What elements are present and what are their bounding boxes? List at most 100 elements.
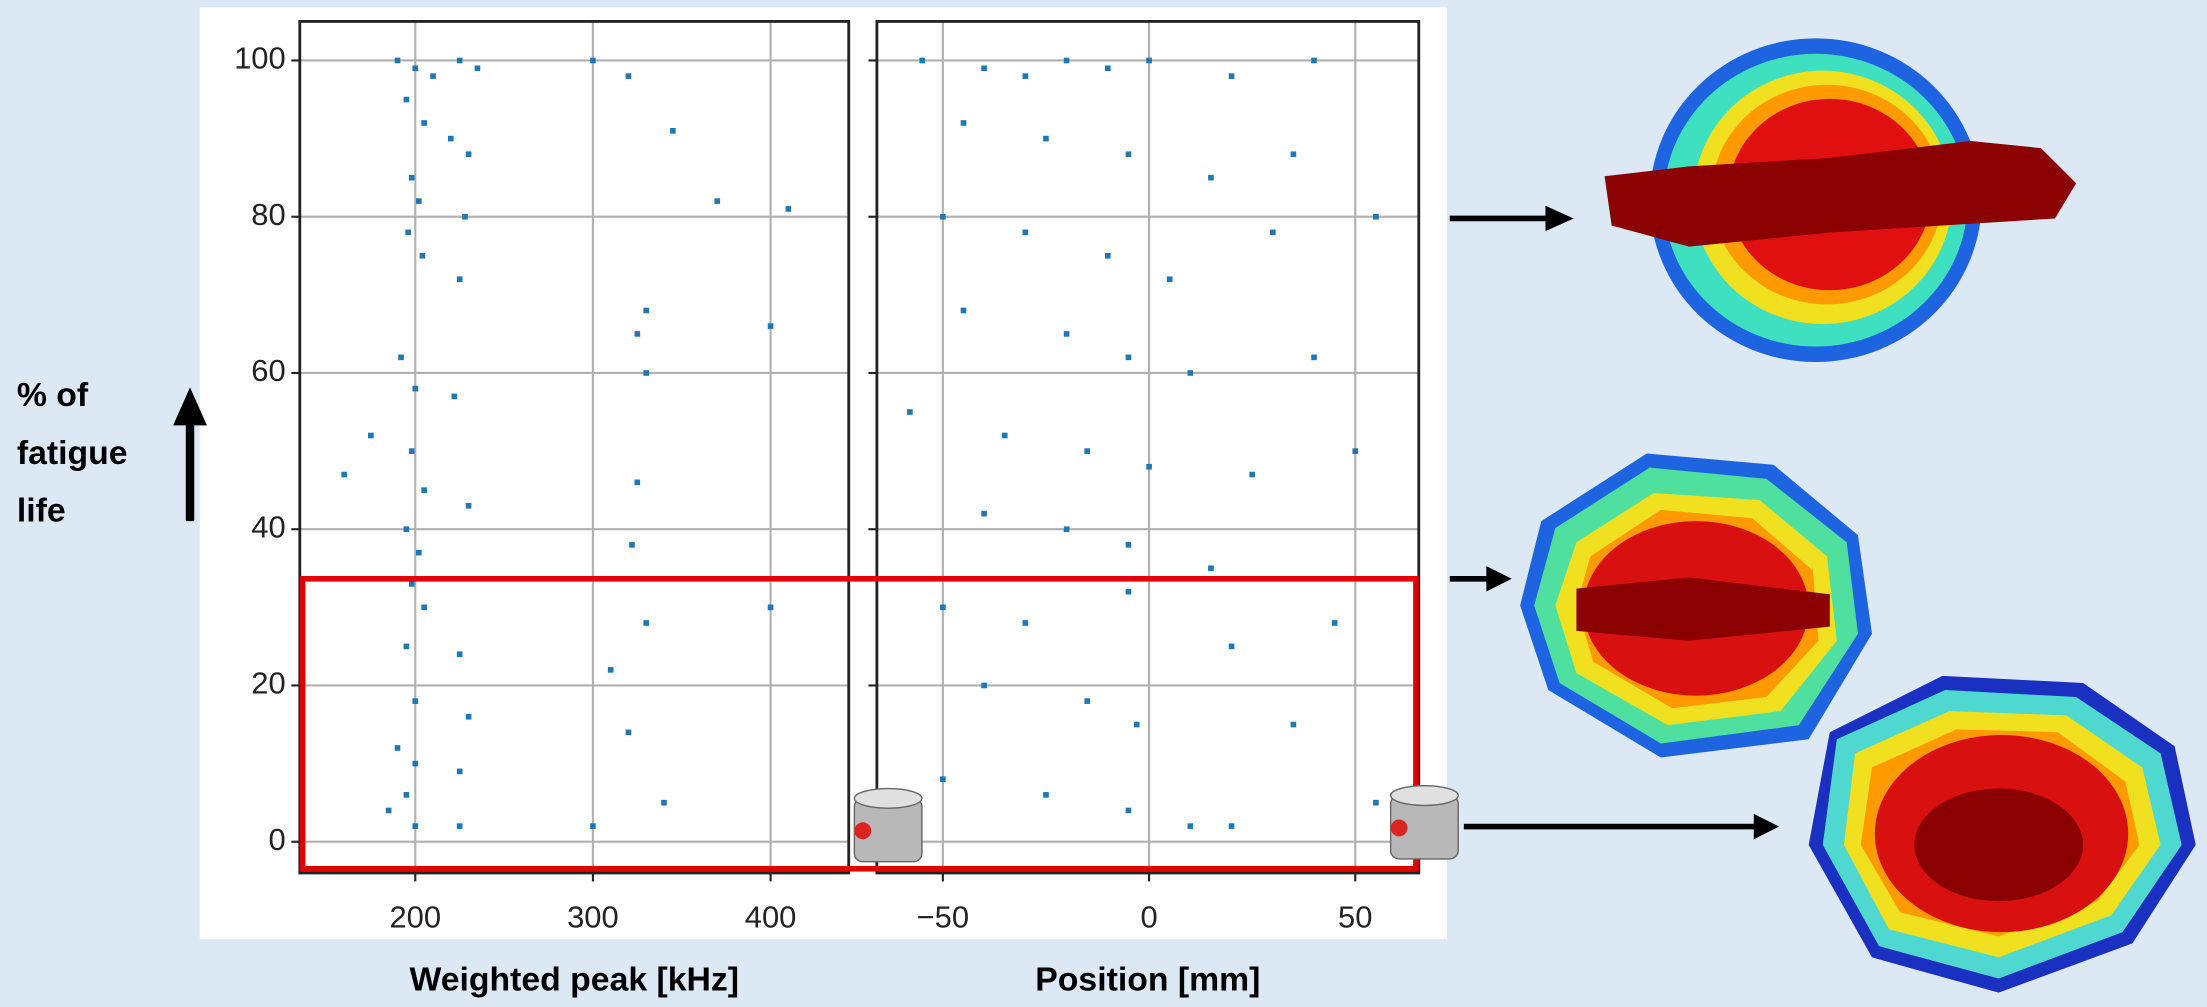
y-tick-label: 0: [269, 822, 286, 857]
point: [940, 213, 946, 220]
point: [368, 432, 374, 439]
point: [421, 604, 427, 611]
point: [1228, 823, 1235, 829]
point: [398, 354, 404, 361]
point: [607, 667, 614, 673]
point: [1022, 229, 1029, 236]
point: [634, 479, 641, 486]
x-tick-label: 300: [567, 900, 619, 935]
x-axis-label: Weighted peak [kHz]: [409, 960, 739, 998]
x-tick-label: 400: [745, 900, 797, 935]
point: [590, 57, 596, 64]
point: [403, 526, 410, 533]
point: [1187, 370, 1194, 376]
point: [940, 604, 946, 611]
damage-map: [1520, 453, 1873, 758]
point: [1022, 620, 1029, 626]
x-axis-label: Position [mm]: [1035, 960, 1260, 998]
point: [341, 471, 348, 478]
point: [412, 65, 419, 72]
point: [408, 174, 415, 181]
point: [1331, 620, 1338, 626]
point: [1373, 799, 1379, 806]
point: [1125, 588, 1132, 595]
point: [767, 604, 774, 611]
point: [625, 729, 632, 736]
point: [419, 252, 426, 259]
y-tick-label: 60: [251, 353, 285, 388]
arrow: [1449, 566, 1512, 592]
point: [1166, 276, 1173, 283]
point: [907, 409, 913, 415]
point: [714, 198, 721, 204]
point: [1133, 721, 1140, 728]
point: [1228, 643, 1235, 650]
point: [1063, 526, 1070, 533]
x-tick-label: 0: [1140, 900, 1157, 935]
point: [981, 682, 987, 689]
point: [1208, 174, 1214, 181]
point: [465, 502, 472, 509]
point: [661, 799, 667, 806]
point: [403, 96, 410, 103]
point: [643, 307, 650, 314]
sensor-icon: [853, 787, 923, 863]
x-tick-label: −50: [917, 900, 970, 935]
point: [1352, 448, 1359, 454]
y-axis-label: % of: [17, 376, 89, 414]
x-tick-label: 200: [389, 900, 441, 935]
point: [1311, 354, 1317, 361]
point: [451, 393, 458, 400]
point: [1290, 151, 1297, 158]
axes-frame: [298, 20, 851, 875]
y-arrow: [173, 387, 207, 522]
y-axis-label: fatigue: [17, 434, 128, 472]
point: [474, 65, 481, 72]
point: [1125, 807, 1132, 814]
point: [1043, 792, 1049, 798]
y-tick-label: 100: [234, 41, 286, 76]
point: [456, 823, 463, 829]
point: [767, 323, 774, 329]
point: [456, 276, 463, 283]
point: [416, 549, 422, 556]
point: [1022, 73, 1029, 79]
point: [465, 151, 472, 158]
point: [1063, 57, 1070, 64]
point: [1125, 151, 1132, 158]
point: [1146, 57, 1152, 64]
point: [412, 760, 419, 767]
axes-frame: [875, 20, 1421, 875]
point: [1125, 542, 1132, 548]
point: [634, 331, 641, 337]
point: [625, 73, 632, 79]
point: [1249, 471, 1255, 478]
point: [394, 745, 401, 751]
point: [960, 307, 967, 314]
point: [629, 542, 635, 548]
y-axis-label: life: [17, 492, 66, 530]
point: [643, 620, 650, 626]
point: [1208, 565, 1214, 572]
point: [408, 448, 415, 454]
point: [960, 120, 967, 126]
point: [416, 198, 422, 204]
point: [1063, 331, 1070, 337]
point: [462, 213, 468, 220]
arrow: [1463, 813, 1780, 840]
point: [405, 229, 411, 236]
arrow: [1449, 205, 1574, 232]
point: [1187, 823, 1194, 829]
point: [940, 776, 946, 783]
point: [456, 57, 463, 64]
damage-map: [1604, 38, 2077, 363]
point: [430, 73, 436, 79]
point: [1105, 65, 1111, 72]
y-tick-label: 80: [251, 197, 285, 232]
point: [421, 487, 427, 493]
highlight-box: [299, 575, 1419, 872]
point: [408, 581, 415, 587]
point: [1269, 229, 1276, 236]
point: [981, 65, 987, 72]
